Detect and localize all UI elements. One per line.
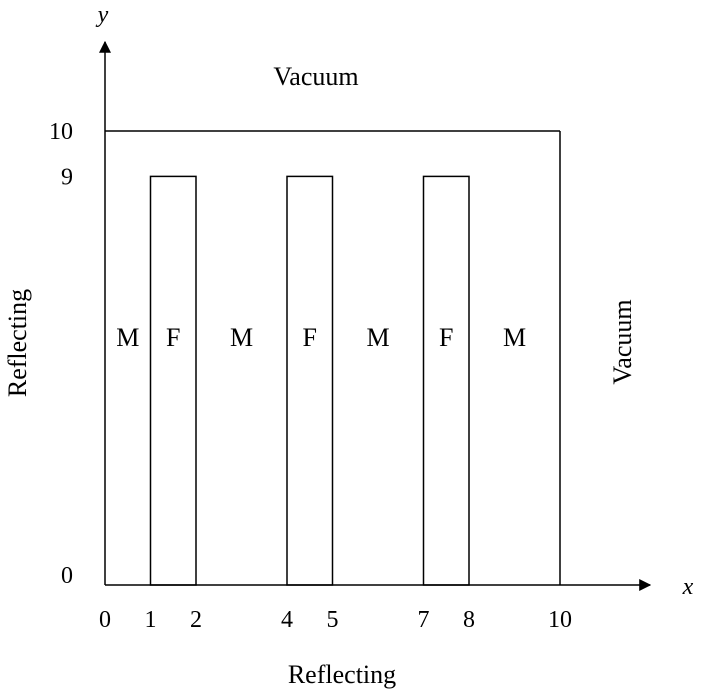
moderator-region-label: M [230, 323, 253, 352]
x-tick-label: 10 [548, 607, 572, 633]
fuel-rod [422, 175, 470, 586]
moderator-region-label: M [116, 323, 139, 352]
fuel-region-label: F [303, 323, 317, 352]
boundary-left-label: Reflecting [3, 289, 32, 397]
moderator-region-label: M [503, 323, 526, 352]
y-axis-label: y [96, 2, 109, 28]
x-tick-label: 0 [99, 607, 111, 633]
x-tick-label: 8 [463, 607, 475, 633]
fuel-rod [286, 175, 334, 586]
x-tick-label: 5 [327, 607, 339, 633]
boundary-right-label: Vacuum [608, 299, 637, 384]
moderator-region-label: M [366, 323, 389, 352]
boundary-bottom-label: Reflecting [288, 660, 396, 689]
x-tick-label: 4 [281, 607, 293, 633]
y-tick-label: 0 [61, 563, 73, 589]
x-axis-label: x [682, 574, 694, 600]
domain-boundary [105, 130, 561, 585]
y-tick-label: 9 [61, 164, 73, 190]
fuel-region-label: F [439, 323, 453, 352]
y-tick-label: 10 [49, 119, 73, 145]
fuel-rod [149, 175, 197, 586]
x-tick-label: 2 [190, 607, 202, 633]
boundary-top-label: Vacuum [273, 62, 358, 91]
fuel-rods [149, 175, 470, 586]
fuel-region-label: F [166, 323, 180, 352]
x-tick-label: 7 [418, 607, 430, 633]
x-tick-labels: 0 1 2 4 5 7 8 10 [99, 607, 572, 633]
x-tick-label: 1 [145, 607, 157, 633]
y-tick-labels: 0 9 10 [49, 119, 73, 589]
